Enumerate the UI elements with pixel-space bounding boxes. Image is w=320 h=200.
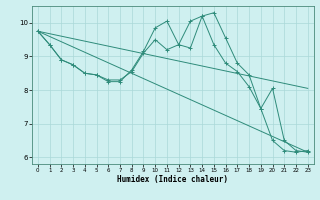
X-axis label: Humidex (Indice chaleur): Humidex (Indice chaleur)	[117, 175, 228, 184]
